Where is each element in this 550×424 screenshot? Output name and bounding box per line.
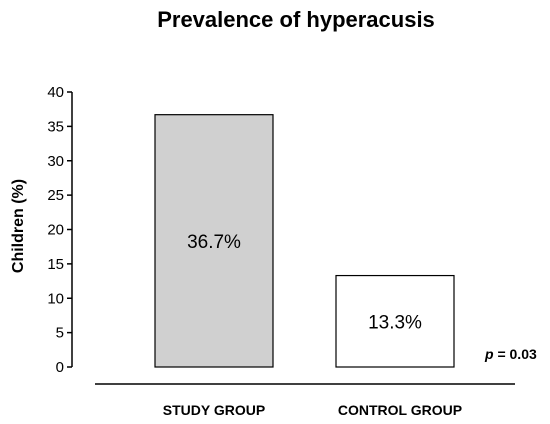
x-category-label: STUDY GROUP xyxy=(163,402,265,418)
bar-data-label: 36.7% xyxy=(187,232,241,253)
bar-study-group xyxy=(154,114,274,368)
y-tick-label: 30 xyxy=(47,153,64,170)
bar-labels: 36.7% 13.3% xyxy=(187,232,422,333)
x-axis: STUDY GROUP CONTROL GROUP xyxy=(95,383,515,418)
p-value-text: = 0.03 xyxy=(494,346,537,362)
y-tick-label: 0 xyxy=(56,359,64,376)
y-tick-label: 25 xyxy=(47,187,64,204)
x-category-label: CONTROL GROUP xyxy=(338,402,462,418)
p-value-symbol: p xyxy=(484,346,494,362)
y-tick-label: 15 xyxy=(47,256,64,273)
y-tick-label: 20 xyxy=(47,222,64,239)
chart-title: Prevalence of hyperacusis xyxy=(157,7,435,32)
y-axis-label: Children (%) xyxy=(10,179,27,273)
y-axis: 0 5 10 15 20 25 30 35 40 xyxy=(47,84,73,376)
y-tick-label: 5 xyxy=(56,325,64,342)
p-value-annotation: p = 0.03 xyxy=(484,346,537,362)
bar-data-label: 13.3% xyxy=(368,312,422,333)
y-tick-label: 35 xyxy=(47,118,64,135)
y-tick-label: 10 xyxy=(47,290,64,307)
y-tick-label: 40 xyxy=(47,84,64,101)
bars xyxy=(154,114,455,368)
bar-control-group xyxy=(335,274,455,368)
